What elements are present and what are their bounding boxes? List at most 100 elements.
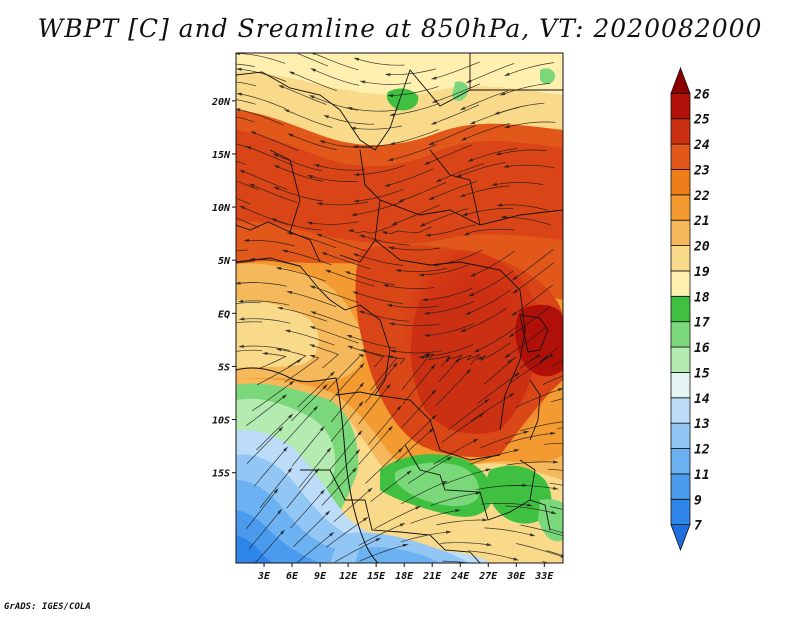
colorbar-bin <box>670 498 691 526</box>
colorbar-level-label: 15 <box>694 366 710 381</box>
streamline <box>297 372 334 408</box>
streamline-arrow <box>211 325 217 328</box>
streamline <box>433 439 477 465</box>
streamline-arrow <box>406 470 413 475</box>
streamline-arrow <box>603 427 609 430</box>
streamline <box>291 385 326 422</box>
colorbar-level-label: 19 <box>694 265 710 280</box>
streamline <box>354 292 403 304</box>
colorbar-bin <box>670 118 691 145</box>
streamline <box>370 471 410 502</box>
streamline <box>506 62 555 76</box>
streamline-arrow <box>459 106 466 111</box>
streamline-arrow <box>344 271 351 275</box>
streamline-arrow <box>306 221 313 225</box>
streamline <box>544 442 563 445</box>
streamline-arrow <box>552 486 559 490</box>
colorbar-bin <box>670 92 691 120</box>
streamline <box>239 93 286 110</box>
colorbar-level-label: 17 <box>694 316 710 331</box>
streamline <box>407 568 456 570</box>
streamline-arrow <box>273 186 279 191</box>
streamline <box>291 428 324 467</box>
streamline <box>334 538 379 563</box>
streamline <box>290 134 337 150</box>
streamline <box>398 267 447 272</box>
streamline-arrow <box>236 108 241 112</box>
streamline <box>260 353 287 369</box>
streamline-arrow <box>375 537 382 542</box>
streamline <box>426 300 475 314</box>
streamline-arrow <box>286 291 293 295</box>
streamline-arrow <box>352 145 359 149</box>
streamline-arrow <box>205 80 211 83</box>
colorbar-level-label: 20 <box>693 240 710 255</box>
lon-tick-label: 18E <box>395 571 414 582</box>
colorbar-level-label: 16 <box>694 341 710 356</box>
streamline <box>430 181 478 200</box>
colorbar-level-label: 7 <box>694 519 702 534</box>
streamline <box>358 385 390 425</box>
streamline-arrow <box>493 111 500 115</box>
colorbar-bin <box>670 245 691 272</box>
streamline-arrow <box>388 322 395 326</box>
lat-tick-label: EQ <box>218 309 230 320</box>
streamline-arrow <box>473 348 480 353</box>
streamline-arrow <box>250 131 256 135</box>
lon-tick-label: 30E <box>506 571 526 582</box>
streamline-arrow <box>565 535 571 538</box>
streamline <box>241 318 291 324</box>
streamline-arrow <box>346 334 353 339</box>
streamline-arrow <box>459 193 466 198</box>
streamline <box>365 449 402 484</box>
streamline <box>286 109 333 128</box>
streamline-arrow <box>590 562 596 565</box>
colorbar-bin <box>670 372 691 399</box>
streamline <box>359 544 406 562</box>
streamline <box>284 250 332 266</box>
streamline-arrow <box>435 178 442 183</box>
streamline-arrow <box>313 164 320 168</box>
map-frame <box>235 52 564 564</box>
streamline <box>401 481 446 505</box>
streamline-arrow <box>238 169 245 174</box>
streamline-arrow <box>384 73 391 77</box>
streamline <box>506 461 556 466</box>
streamline <box>363 349 406 365</box>
colorbar-bin <box>670 169 691 196</box>
streamline-arrow <box>397 404 402 411</box>
streamline <box>238 68 287 82</box>
streamline-arrow <box>507 359 513 364</box>
streamline-arrow <box>210 307 216 310</box>
streamline <box>330 383 363 423</box>
streamline-arrow <box>280 47 286 50</box>
streamline-arrow <box>238 317 245 321</box>
streamline-arrow <box>593 541 599 544</box>
colorbar-bin <box>670 143 691 170</box>
colorbar-level-label: 11 <box>694 468 710 483</box>
streamline <box>236 249 249 252</box>
colorbar-bin <box>670 473 691 500</box>
streamline <box>278 348 307 368</box>
streamline-arrow <box>287 467 293 473</box>
streamline-arrow <box>476 356 483 360</box>
streamline <box>448 400 488 430</box>
lon-tick-label: 27E <box>478 571 498 582</box>
streamline <box>252 382 293 412</box>
streamline-arrow <box>239 205 246 210</box>
streamline-arrow <box>281 249 288 253</box>
streamline-arrow <box>491 182 498 186</box>
streamline-arrow <box>283 446 288 452</box>
streamline-arrow <box>548 353 554 359</box>
colorbar-level-label: 9 <box>694 493 702 508</box>
streamline-arrow <box>418 355 424 359</box>
streamline <box>275 154 322 172</box>
streamline <box>549 506 563 510</box>
streamline <box>557 427 563 429</box>
streamline <box>348 335 397 349</box>
streamline-arrow <box>352 291 359 295</box>
colorbar-level-label: 12 <box>694 443 710 458</box>
streamline <box>280 85 327 105</box>
streamline <box>276 165 324 182</box>
streamline-arrow <box>357 430 363 436</box>
